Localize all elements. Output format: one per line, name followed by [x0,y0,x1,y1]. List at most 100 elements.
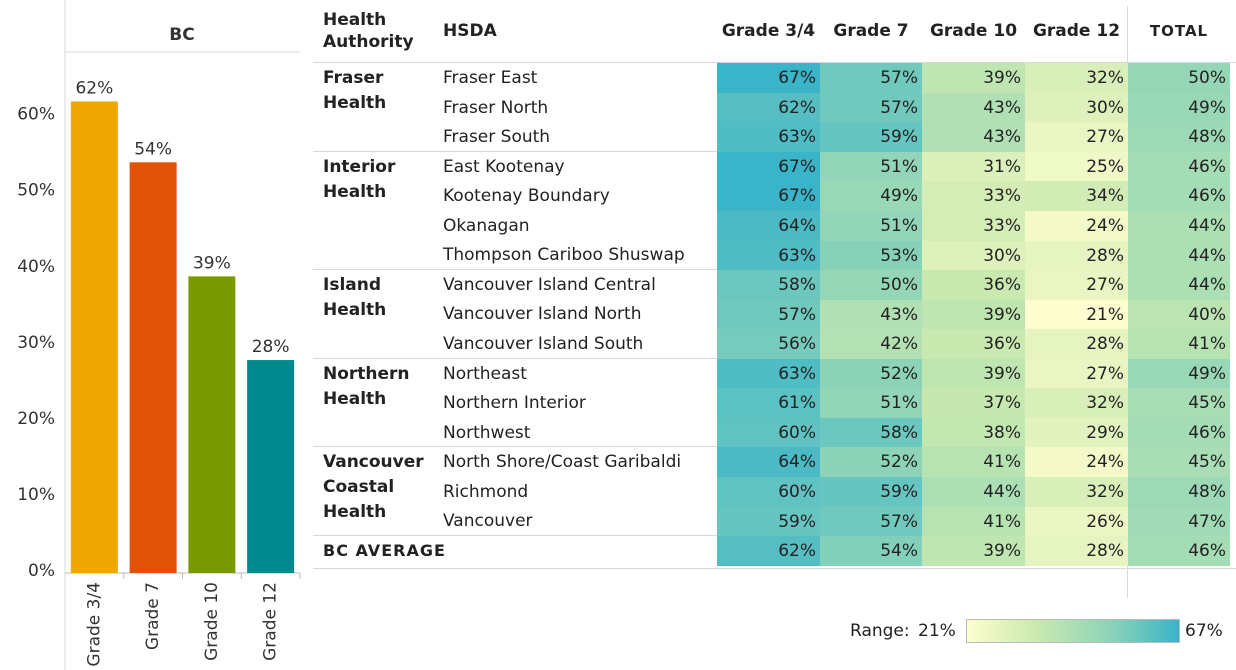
heat-cell: 49% [1128,92,1230,123]
cell-label: 56% [778,334,816,355]
heat-cell: 58% [717,270,820,301]
row-label: Northwest [443,422,531,443]
cell-label: 36% [983,334,1021,355]
heat-cell: 44% [1128,211,1230,242]
heat-cell: 39% [922,299,1025,330]
group-separator [313,269,717,271]
heat-cell: 43% [820,299,922,330]
group-label: Fraser Health [323,68,387,114]
heat-cell: 59% [820,122,922,153]
heat-cell: 27% [1025,358,1128,389]
heat-cell: 44% [1128,270,1230,301]
average-label: BC AVERAGE [323,541,446,561]
heat-cell: 32% [1025,388,1128,419]
heat-cell: 52% [820,447,922,478]
cell-label: 52% [880,363,918,384]
heat-cell: 57% [820,63,922,94]
heat-cell: 67% [717,63,820,94]
heat-cell: 34% [1025,181,1128,212]
heat-cell: 49% [1128,358,1230,389]
cell-label: 51% [880,156,918,177]
cell-label: 49% [880,186,918,207]
row-label: East Kootenay [443,156,565,177]
group-separator [313,535,717,537]
row-label: Vancouver Island South [443,334,644,354]
heat-cell: 27% [1025,270,1128,301]
row-label: Richmond [443,481,529,502]
row-label: Fraser South [443,127,551,148]
cell-label: 67% [778,68,816,89]
cell-label: 41% [983,511,1021,532]
cell-label: 30% [983,245,1021,266]
cell-label: 33% [983,216,1021,237]
heat-cell: 49% [820,181,922,212]
bar [70,101,118,573]
cell-label: 44% [1188,245,1226,266]
heat-cell: 28% [1025,536,1128,567]
column-header: Grade 10 [929,21,1018,41]
header-line [313,62,1236,63]
bar [247,360,295,573]
x-tick-label: Grade 10 [202,582,222,661]
heat-cell: 63% [717,358,820,389]
heat-cell: 45% [1128,447,1230,478]
heat-cell: 24% [1025,447,1128,478]
heat-cell: 51% [820,151,922,182]
cell-label: 57% [880,68,918,89]
chart-title: BC [169,25,194,45]
heat-cell: 30% [922,240,1025,271]
heat-cell: 43% [922,122,1025,153]
heat-cell: 25% [1025,151,1128,182]
cell-label: 32% [1086,482,1124,503]
heat-cell: 62% [717,92,820,123]
cell-label: 46% [1188,156,1226,177]
cell-label: 39% [983,304,1021,325]
cell-label: 59% [880,127,918,148]
row-label: Thompson Cariboo Shuswap [443,245,685,266]
heat-cell: 44% [1128,240,1230,271]
cell-label: 32% [1086,68,1124,89]
legend-min: 21% [918,621,956,641]
heat-cell: 56% [717,329,820,360]
heat-cell: 41% [922,447,1025,478]
cell-label: 28% [1086,245,1124,266]
y-tick-label: 40% [17,257,55,277]
legend-gradient [966,619,1180,643]
column-header: Grade 12 [1032,21,1121,41]
value-label: 54% [134,139,172,159]
cell-label: 43% [983,127,1021,148]
cell-label: 40% [1188,304,1226,325]
cell-label: 53% [880,245,918,266]
heat-cell: 46% [1128,181,1230,212]
heat-cell: 39% [922,358,1025,389]
heat-cell: 46% [1128,417,1230,448]
x-tick-label: Grade 12 [261,582,281,661]
legend-label: Range: [850,621,910,641]
heat-cell: 50% [820,270,922,301]
cell-label: 44% [983,482,1021,503]
column-header: Grade 7 [833,21,909,41]
heat-cell: 24% [1025,211,1128,242]
cell-label: 51% [880,393,918,414]
cell-label: 29% [1086,422,1124,443]
heat-cell: 51% [820,388,922,419]
cell-label: 41% [1188,334,1226,355]
heat-cell: 48% [1128,122,1230,153]
heat-cell: 64% [717,211,820,242]
heat-cell: 41% [1128,329,1230,360]
cell-label: 49% [1188,363,1226,384]
group-separator [313,357,717,359]
row-label: Northeast [443,363,527,384]
cell-label: 49% [1188,97,1226,118]
heat-cell: 43% [922,92,1025,123]
heat-cell: 39% [922,63,1025,94]
heat-cell: 38% [922,417,1025,448]
cell-label: 24% [1086,216,1124,237]
cell-label: 51% [880,216,918,237]
heat-cell: 50% [1128,63,1230,94]
heat-cell: 27% [1025,122,1128,153]
cell-label: 44% [1188,275,1226,296]
heat-cell: 33% [922,181,1025,212]
cell-label: 42% [880,334,918,355]
